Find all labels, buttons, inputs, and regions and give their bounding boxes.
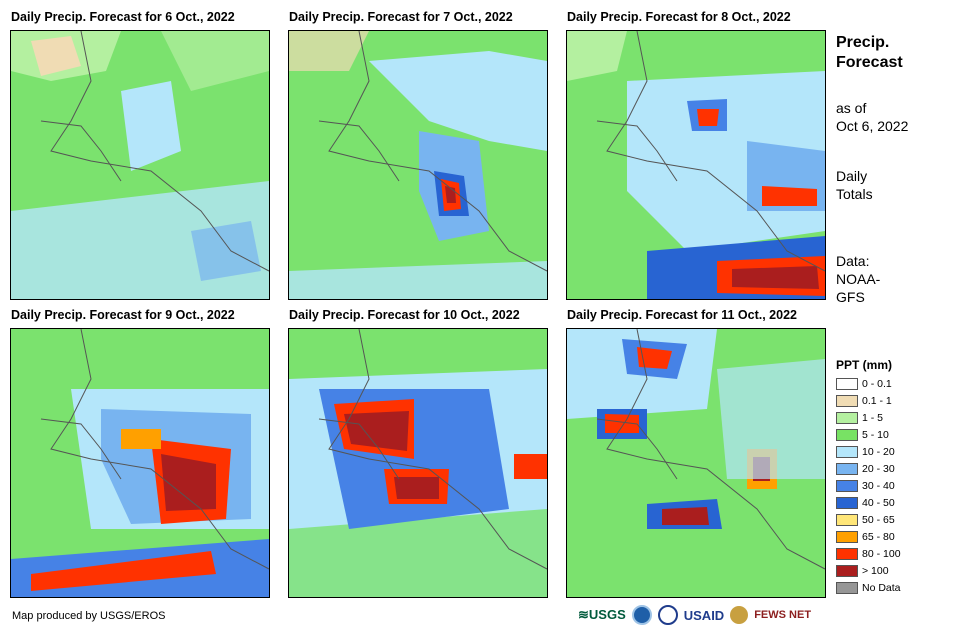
usgs-logo: ≋USGS	[578, 607, 626, 622]
credit-text: Map produced by USGS/EROS	[12, 610, 166, 622]
legend-label: 5 - 10	[862, 429, 889, 441]
legend-item: 0.1 - 1	[836, 394, 892, 408]
legend-label: 50 - 65	[862, 514, 895, 526]
legend-label: > 100	[862, 565, 889, 577]
side-asof-line1: as of	[836, 100, 867, 116]
legend-item: 80 - 100	[836, 547, 901, 561]
legend-swatch	[836, 395, 858, 408]
legend-item: 30 - 40	[836, 479, 895, 493]
usaid-seal	[657, 605, 678, 625]
legend-swatch	[836, 565, 858, 578]
side-data-line1: Data:	[836, 253, 870, 269]
legend-item: 20 - 30	[836, 462, 895, 476]
legend-label: 20 - 30	[862, 463, 895, 475]
legend-swatch	[836, 548, 858, 561]
legend-swatch	[836, 429, 858, 442]
legend-label: No Data	[862, 582, 901, 594]
legend-item: 50 - 65	[836, 513, 895, 527]
side-title-line1: Precip.	[836, 34, 890, 51]
usaid-logo: USAID	[683, 607, 725, 623]
side-data-line2: NOAA-	[836, 271, 881, 287]
legend-swatch	[836, 480, 858, 493]
fewsnet-icon	[730, 606, 749, 624]
legend-item: 5 - 10	[836, 428, 889, 442]
noaa-logo	[631, 605, 652, 625]
side-data-line3: GFS	[836, 289, 865, 305]
fewsnet-logo: FEWS NET	[754, 609, 812, 621]
side-asof-line2: Oct 6, 2022	[836, 118, 909, 134]
panel-title-3: Daily Precip. Forecast for 8 Oct., 2022	[567, 10, 791, 24]
logo-strip: ≋USGS USAID FEWS NET	[578, 602, 811, 628]
side-title-line2: Forecast	[836, 54, 903, 71]
legend-swatch	[836, 531, 858, 544]
map-panel-1	[10, 30, 270, 300]
legend-item: No Data	[836, 581, 901, 595]
map-panel-2	[288, 30, 548, 300]
legend-swatch	[836, 378, 858, 391]
legend-swatch	[836, 582, 858, 595]
legend-label: 1 - 5	[862, 412, 884, 424]
legend-title: PPT (mm)	[836, 358, 893, 372]
legend-item: 10 - 20	[836, 445, 895, 459]
legend-item: 65 - 80	[836, 530, 895, 544]
panel-title-6: Daily Precip. Forecast for 11 Oct., 2022	[567, 308, 797, 322]
legend-swatch	[836, 463, 858, 476]
legend-swatch	[836, 412, 858, 425]
map-panel-4	[10, 328, 270, 598]
legend-label: 0 - 0.1	[862, 378, 892, 390]
side-totals-line2: Totals	[836, 186, 873, 202]
legend-label: 30 - 40	[862, 480, 895, 492]
legend-label: 0.1 - 1	[862, 395, 892, 407]
legend-swatch	[836, 497, 858, 510]
legend-label: 10 - 20	[862, 446, 895, 458]
legend-item: > 100	[836, 564, 889, 578]
panel-title-4: Daily Precip. Forecast for 9 Oct., 2022	[11, 308, 235, 322]
map-panel-5	[288, 328, 548, 598]
legend-item: 1 - 5	[836, 411, 883, 425]
side-totals-line1: Daily	[836, 168, 868, 184]
legend-label: 65 - 80	[862, 531, 895, 543]
panel-title-2: Daily Precip. Forecast for 7 Oct., 2022	[289, 10, 513, 24]
panel-title-5: Daily Precip. Forecast for 10 Oct., 2022	[289, 308, 520, 322]
legend-swatch	[836, 514, 858, 527]
panel-title-1: Daily Precip. Forecast for 6 Oct., 2022	[11, 10, 235, 24]
map-panel-6	[566, 328, 826, 598]
legend-item: 0 - 0.1	[836, 377, 892, 391]
map-panel-3	[566, 30, 826, 300]
legend-label: 40 - 50	[862, 497, 895, 509]
legend-item: 40 - 50	[836, 496, 895, 510]
legend-swatch	[836, 446, 858, 459]
legend-label: 80 - 100	[862, 548, 901, 560]
